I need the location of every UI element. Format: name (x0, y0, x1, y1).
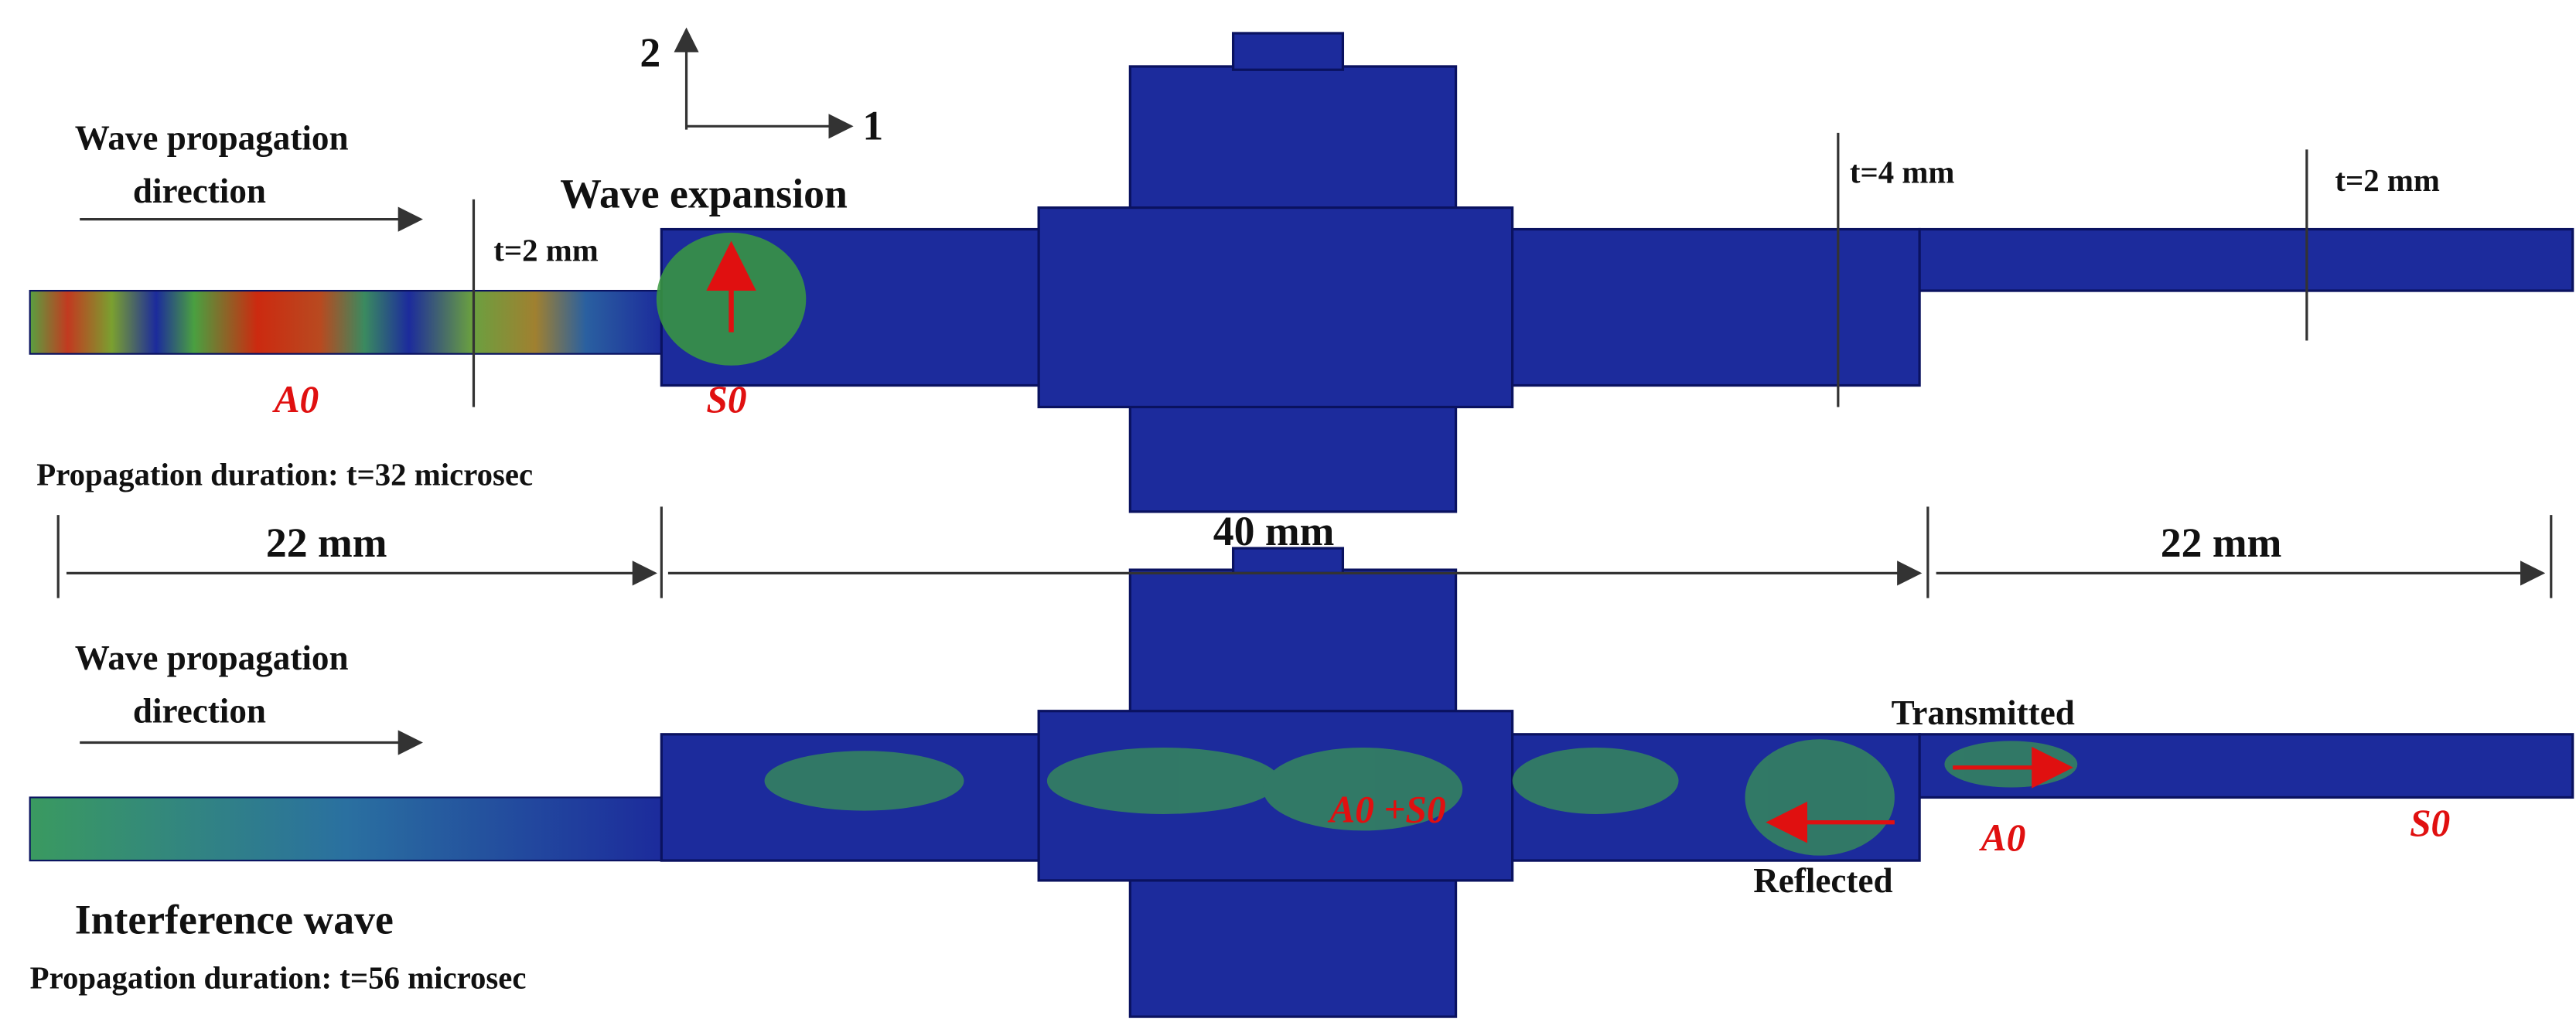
axis-label: 2 (640, 29, 660, 76)
dimension: 22 mm (266, 520, 387, 566)
label: Transmitted (1892, 693, 2075, 732)
label: Reflected (1753, 861, 1892, 900)
dimension: 22 mm (2161, 520, 2282, 566)
label: t=4 mm (1850, 155, 1954, 189)
label: Propagation duration: t=32 microsec (36, 457, 533, 492)
thickness-markers (472, 132, 2308, 407)
bottom-model (29, 547, 2574, 1018)
top-model (29, 32, 2574, 513)
dimension: 40 mm (1213, 508, 1335, 554)
mode-label: S0 (706, 378, 746, 421)
axis-label: 1 (862, 103, 883, 149)
dimension-lines (56, 506, 2553, 598)
label: Wave propagation (75, 118, 349, 157)
label: A0 +S0 (1327, 789, 1445, 831)
axis-triad: 2 1 (640, 27, 883, 149)
label: Interference wave (75, 897, 394, 943)
mode-label: A0 (1979, 816, 2026, 859)
label: Propagation duration: t=56 microsec (30, 961, 527, 996)
label: Wave propagation (75, 639, 349, 677)
label: t=2 mm (493, 233, 598, 267)
label: Wave expansion (560, 171, 848, 217)
mode-label: A0 (272, 378, 319, 421)
label: direction (133, 172, 266, 210)
label: t=2 mm (2335, 163, 2439, 198)
label: direction (133, 692, 266, 731)
mode-label: S0 (2410, 802, 2450, 844)
